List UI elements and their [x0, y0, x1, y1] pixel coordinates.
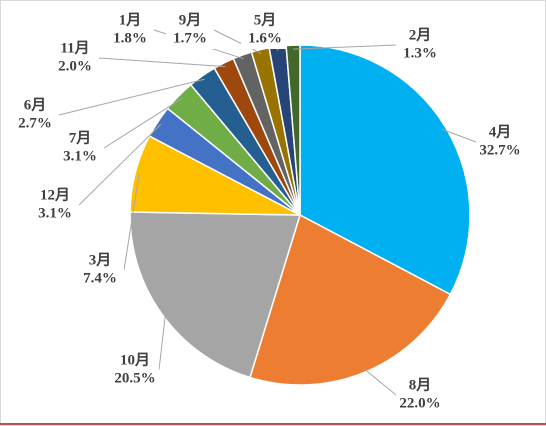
category-label: 9月 — [179, 11, 202, 28]
value-label: 2.0% — [58, 58, 92, 74]
label-box — [166, 11, 214, 49]
leader-line — [103, 98, 182, 149]
value-label: 22.0% — [399, 395, 440, 411]
pie-slice — [129, 211, 302, 379]
value-label: 1.7% — [173, 30, 207, 46]
leader-line — [441, 128, 477, 143]
value-label: 7.4% — [83, 270, 117, 286]
label-box — [31, 186, 79, 224]
value-label: 1.3% — [403, 45, 437, 61]
leader-line — [158, 312, 167, 371]
category-label: 6月 — [24, 96, 47, 113]
category-label: 10月 — [120, 351, 150, 368]
label-box — [396, 376, 444, 414]
label-box — [76, 251, 124, 289]
leader-line — [293, 44, 397, 50]
category-label: 8月 — [409, 376, 432, 393]
label-box — [476, 123, 524, 161]
label-box — [51, 39, 99, 77]
leader-line — [78, 123, 162, 206]
pie-slice — [299, 44, 471, 296]
value-label: 32.7% — [479, 142, 520, 158]
category-label: 5月 — [254, 11, 277, 28]
leader-line — [98, 57, 226, 68]
pie-slice — [285, 44, 301, 216]
value-label: 1.6% — [248, 30, 282, 46]
category-label: 4月 — [489, 123, 512, 140]
category-label: 11月 — [60, 39, 89, 56]
pie-slice — [249, 213, 452, 386]
value-label: 3.1% — [63, 148, 97, 164]
category-label: 1月 — [119, 11, 142, 28]
value-label: 20.5% — [114, 370, 155, 386]
leader-line — [123, 173, 140, 271]
leader-line — [213, 29, 262, 55]
label-box — [106, 11, 154, 49]
label-box — [11, 96, 59, 134]
label-box — [396, 26, 444, 64]
value-label: 3.1% — [38, 205, 72, 221]
value-label: 2.7% — [18, 115, 52, 131]
label-box — [56, 129, 104, 167]
category-label: 7月 — [69, 129, 92, 146]
label-box — [111, 351, 159, 389]
label-box — [241, 11, 289, 49]
leader-line — [363, 367, 397, 396]
leader-line — [58, 78, 205, 116]
category-label: 12月 — [40, 186, 70, 203]
category-label: 3月 — [89, 251, 112, 268]
category-label: 2月 — [409, 26, 432, 43]
value-label: 1.8% — [113, 30, 147, 46]
